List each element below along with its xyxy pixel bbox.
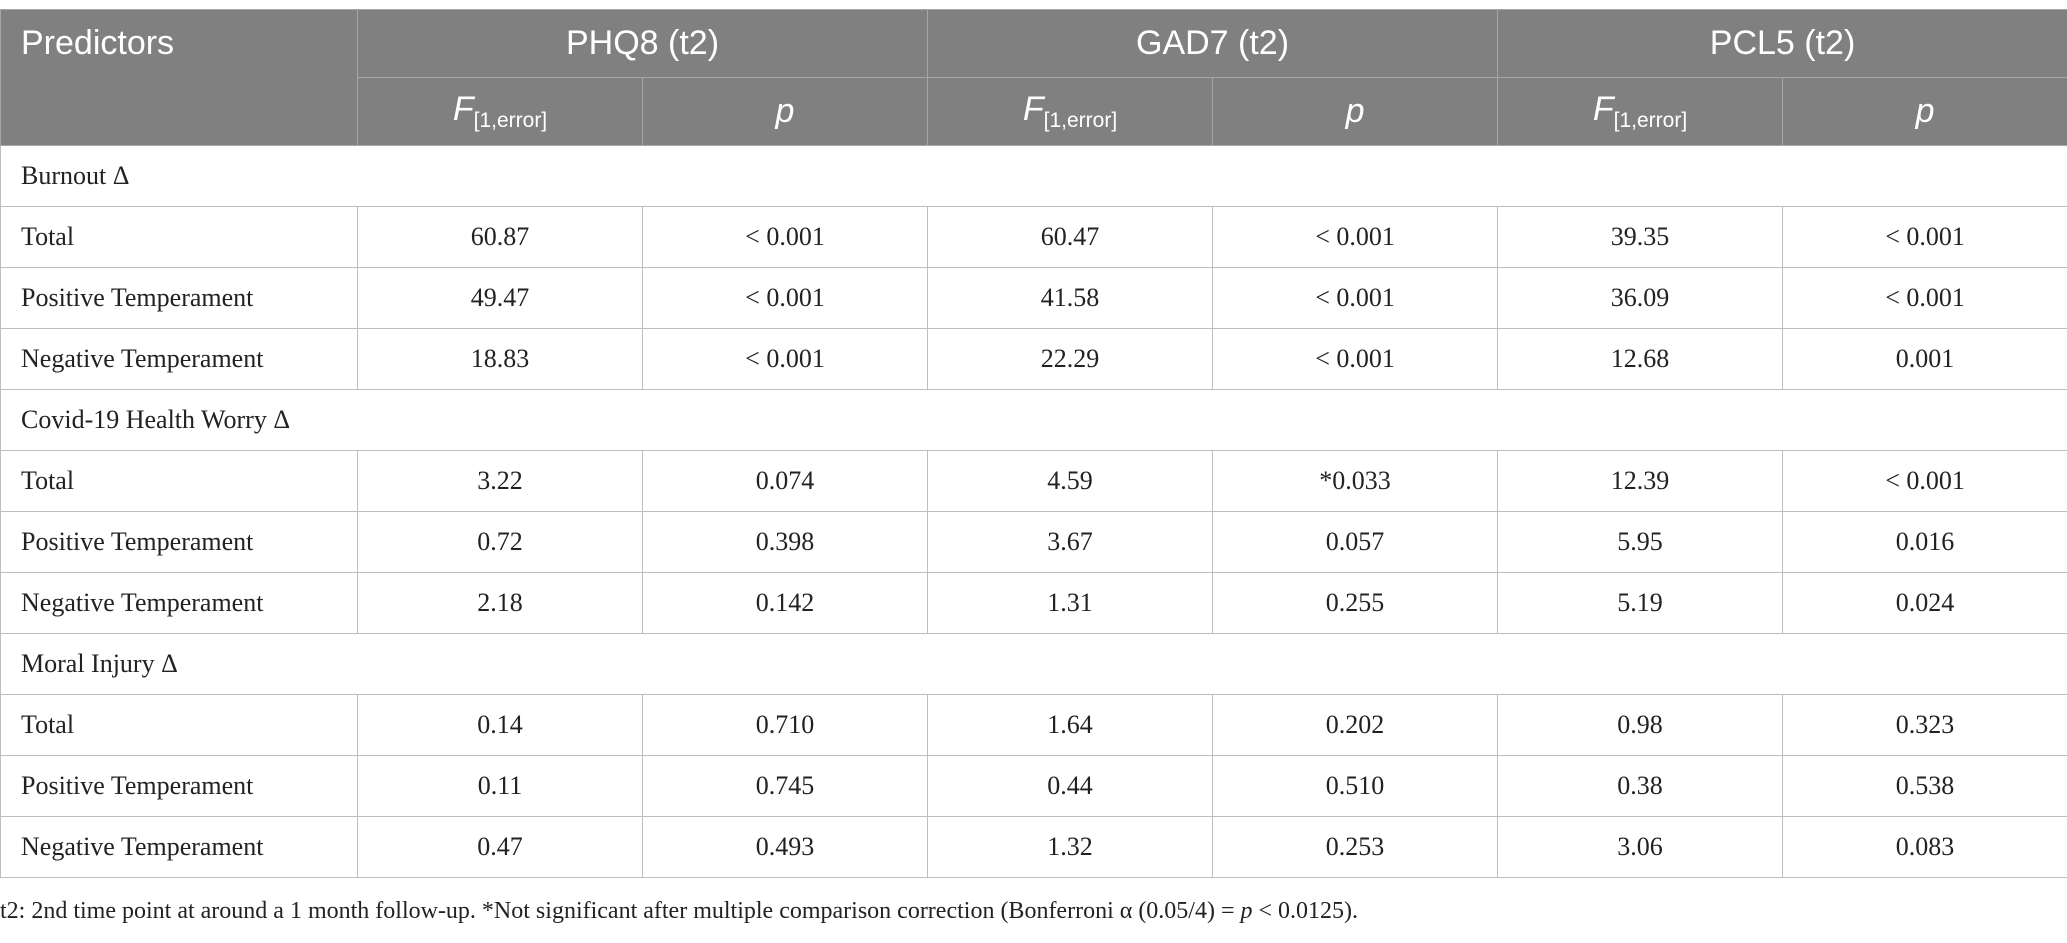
p-header: p — [1212, 77, 1499, 146]
row-label: Positive Temperament — [0, 267, 358, 329]
cell-value: < 0.001 — [641, 328, 929, 390]
cell-value: 0.001 — [1782, 328, 2067, 390]
cell-value: 0.710 — [641, 694, 929, 756]
cell-value: 0.38 — [1497, 755, 1784, 817]
p-header: p — [641, 77, 929, 146]
table-row: Negative Temperament 2.18 0.142 1.31 0.2… — [0, 572, 2067, 634]
cell-value: 12.68 — [1497, 328, 1784, 390]
section-title-burnout: Burnout Δ — [0, 145, 2067, 207]
predictors-header: Predictors — [0, 9, 358, 146]
table-row: Positive Temperament 0.72 0.398 3.67 0.0… — [0, 511, 2067, 573]
cell-value: 2.18 — [357, 572, 643, 634]
cell-value: 0.142 — [641, 572, 929, 634]
cell-value: < 0.001 — [1212, 206, 1499, 268]
table-row: Total 0.14 0.710 1.64 0.202 0.98 0.323 — [0, 694, 2067, 756]
section-title-moral-injury: Moral Injury Δ — [0, 633, 2067, 695]
cell-value: 60.87 — [357, 206, 643, 268]
row-label: Positive Temperament — [0, 511, 358, 573]
f-header: F[1,error] — [357, 77, 643, 146]
results-table-container: Predictors PHQ8 (t2) GAD7 (t2) PCL5 (t2)… — [0, 9, 2067, 878]
cell-value: 0.074 — [641, 450, 929, 512]
table-row: Positive Temperament 0.11 0.745 0.44 0.5… — [0, 755, 2067, 817]
cell-value: 0.11 — [357, 755, 643, 817]
row-label: Negative Temperament — [0, 328, 358, 390]
cell-value: 0.14 — [357, 694, 643, 756]
cell-value: < 0.001 — [1212, 328, 1499, 390]
cell-value: 4.59 — [927, 450, 1214, 512]
cell-value: 0.057 — [1212, 511, 1499, 573]
table-footnote: t2: 2nd time point at around a 1 month f… — [0, 898, 1359, 924]
cell-value: 12.39 — [1497, 450, 1784, 512]
row-label: Negative Temperament — [0, 816, 358, 878]
table-row: Negative Temperament 0.47 0.493 1.32 0.2… — [0, 816, 2067, 878]
cell-value: 0.98 — [1497, 694, 1784, 756]
table-row: Positive Temperament 49.47 < 0.001 41.58… — [0, 267, 2067, 329]
cell-value: 3.67 — [927, 511, 1214, 573]
cell-value: 3.22 — [357, 450, 643, 512]
cell-value: 3.06 — [1497, 816, 1784, 878]
row-label: Total — [0, 450, 358, 512]
cell-value: 0.323 — [1782, 694, 2067, 756]
cell-value: 36.09 — [1497, 267, 1784, 329]
row-label: Total — [0, 694, 358, 756]
cell-value: 0.538 — [1782, 755, 2067, 817]
cell-value: 60.47 — [927, 206, 1214, 268]
cell-value: < 0.001 — [1782, 450, 2067, 512]
cell-value: 18.83 — [357, 328, 643, 390]
cell-value: 0.083 — [1782, 816, 2067, 878]
row-label: Total — [0, 206, 358, 268]
cell-value: 0.202 — [1212, 694, 1499, 756]
group-header-phq8: PHQ8 (t2) — [356, 9, 929, 78]
cell-value: 5.95 — [1497, 511, 1784, 573]
section-row: Covid-19 Health Worry Δ — [0, 389, 2067, 451]
section-title-covid-health-worry: Covid-19 Health Worry Δ — [0, 389, 2067, 451]
cell-value: 0.44 — [927, 755, 1214, 817]
f-header: F[1,error] — [927, 77, 1214, 146]
cell-value: 1.64 — [927, 694, 1214, 756]
table-body: Burnout Δ Total 60.87 < 0.001 60.47 < 0.… — [0, 145, 2067, 878]
table-row: Total 60.87 < 0.001 60.47 < 0.001 39.35 … — [0, 206, 2067, 268]
cell-value: < 0.001 — [641, 267, 929, 329]
cell-value: < 0.001 — [1782, 267, 2067, 329]
cell-value: 0.510 — [1212, 755, 1499, 817]
cell-value: 0.255 — [1212, 572, 1499, 634]
cell-value: 0.493 — [641, 816, 929, 878]
section-row: Burnout Δ — [0, 145, 2067, 207]
cell-value: 0.745 — [641, 755, 929, 817]
row-label: Negative Temperament — [0, 572, 358, 634]
results-table: Predictors PHQ8 (t2) GAD7 (t2) PCL5 (t2)… — [0, 9, 2067, 878]
cell-value: 0.398 — [641, 511, 929, 573]
cell-value: 41.58 — [927, 267, 1214, 329]
table-row: Total 3.22 0.074 4.59 *0.033 12.39 < 0.0… — [0, 450, 2067, 512]
group-header-gad7: GAD7 (t2) — [927, 9, 1499, 78]
cell-value: 0.253 — [1212, 816, 1499, 878]
cell-value: 0.024 — [1782, 572, 2067, 634]
section-row: Moral Injury Δ — [0, 633, 2067, 695]
p-header: p — [1782, 77, 2067, 146]
row-label: Positive Temperament — [0, 755, 358, 817]
cell-value: 39.35 — [1497, 206, 1784, 268]
cell-value: 1.31 — [927, 572, 1214, 634]
cell-value: < 0.001 — [1782, 206, 2067, 268]
cell-value: < 0.001 — [641, 206, 929, 268]
cell-value: 1.32 — [927, 816, 1214, 878]
cell-value: 22.29 — [927, 328, 1214, 390]
cell-value: *0.033 — [1212, 450, 1499, 512]
cell-value: 0.47 — [357, 816, 643, 878]
group-header-pcl5: PCL5 (t2) — [1497, 9, 2067, 78]
cell-value: 0.016 — [1782, 511, 2067, 573]
cell-value: < 0.001 — [1212, 267, 1499, 329]
cell-value: 0.72 — [357, 511, 643, 573]
cell-value: 5.19 — [1497, 572, 1784, 634]
f-header: F[1,error] — [1497, 77, 1784, 146]
table-header: Predictors PHQ8 (t2) GAD7 (t2) PCL5 (t2)… — [0, 9, 2067, 146]
table-row: Negative Temperament 18.83 < 0.001 22.29… — [0, 328, 2067, 390]
cell-value: 49.47 — [357, 267, 643, 329]
